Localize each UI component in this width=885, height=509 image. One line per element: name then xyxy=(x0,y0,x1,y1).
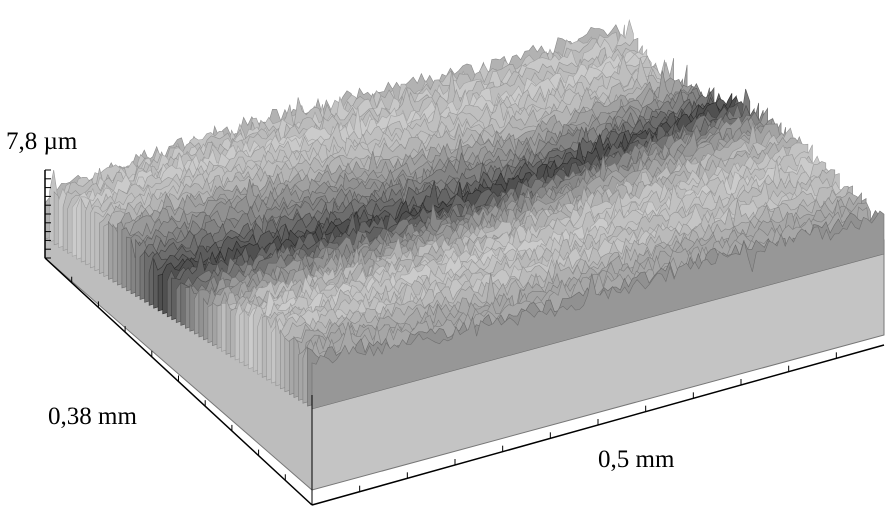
rough-surface xyxy=(44,19,885,410)
width-axis-label: 0,5 mm xyxy=(598,446,675,473)
axis-ticks xyxy=(45,169,837,492)
height-axis-label: 7,8 µm xyxy=(6,128,78,155)
depth-axis-label: 0,38 mm xyxy=(48,403,137,430)
surface-strip xyxy=(311,210,885,410)
